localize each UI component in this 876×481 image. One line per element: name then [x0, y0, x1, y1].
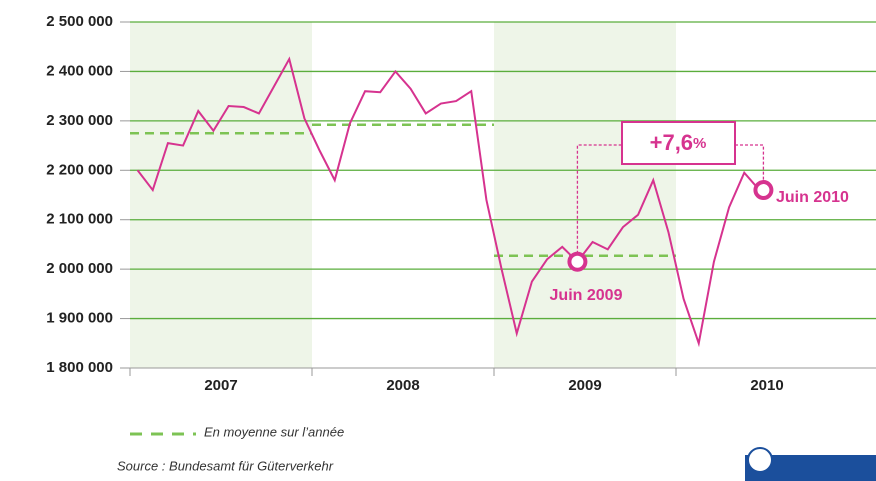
- x-tick-label: 2010: [750, 377, 783, 394]
- change-unit: %: [693, 135, 706, 152]
- y-tick-label: 2 200 000: [46, 161, 113, 178]
- legend-label: En moyenne sur l’année: [204, 424, 344, 439]
- y-tick-label: 2 400 000: [46, 62, 113, 79]
- bracket: [576, 144, 765, 254]
- y-tick-label: 1 800 000: [46, 359, 113, 376]
- source: Source : Bundesamt für Güterverkehr: [117, 458, 334, 473]
- data-line: [136, 56, 761, 348]
- point-label: Juin 2010: [776, 189, 849, 206]
- year-shade: [130, 22, 312, 368]
- y-tick-label: 2 500 000: [46, 13, 113, 30]
- change-label: +7,6%: [650, 130, 707, 155]
- change-value: +7,6: [650, 130, 693, 155]
- y-tick-label: 1 900 000: [46, 310, 113, 327]
- point-label: Juin 2009: [550, 287, 623, 304]
- point-marker: [567, 251, 588, 272]
- y-tick-label: 2 000 000: [46, 260, 113, 277]
- x-tick-label: 2008: [386, 377, 419, 394]
- y-tick-label: 2 300 000: [46, 112, 113, 129]
- logo: [745, 447, 876, 481]
- x-tick-label: 2007: [204, 377, 237, 394]
- point-marker: [753, 180, 774, 201]
- x-tick-label: 2009: [568, 377, 601, 394]
- change-box: [621, 121, 736, 165]
- y-tick-label: 2 100 000: [46, 211, 113, 228]
